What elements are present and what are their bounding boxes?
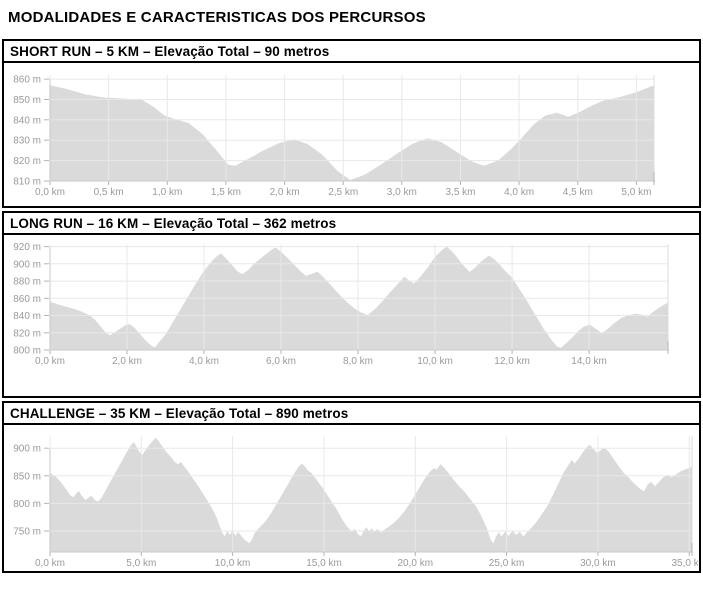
y-axis-tick-label: 830 m <box>13 136 41 147</box>
y-axis-tick-label: 860 m <box>13 75 41 86</box>
x-axis-tick-label: 35,0 km <box>672 558 698 569</box>
x-axis-tick-label: 0,5 km <box>94 187 124 198</box>
x-axis-tick-label: 0,0 km <box>35 356 65 367</box>
y-axis-tick-label: 800 m <box>13 499 41 510</box>
y-axis-tick-label: 850 m <box>13 471 41 482</box>
y-axis-tick-label: 800 m <box>13 346 41 357</box>
x-axis-tick-label: 1,0 km <box>152 187 182 198</box>
y-axis-tick-label: 920 m <box>13 242 41 253</box>
x-axis-tick-label: 14,0 km <box>571 356 607 367</box>
y-axis-tick-label: 850 m <box>13 95 41 106</box>
x-axis-tick-label: 2,5 km <box>328 187 358 198</box>
y-axis-tick-label: 750 m <box>13 527 41 538</box>
x-axis-tick-label: 30,0 km <box>580 558 616 569</box>
x-axis-tick-label: 2,0 km <box>270 187 300 198</box>
x-axis-tick-label: 10,0 km <box>417 356 453 367</box>
y-axis-tick-label: 880 m <box>13 277 41 288</box>
x-axis-tick-label: 4,0 km <box>504 187 534 198</box>
elevation-area <box>50 85 654 181</box>
x-axis-tick-label: 1,5 km <box>211 187 241 198</box>
x-axis-tick-label: 20,0 km <box>398 558 434 569</box>
section-challenge-title: CHALLENGE – 35 KM – Elevação Total – 890… <box>4 403 699 425</box>
x-axis-tick-label: 3,0 km <box>387 187 417 198</box>
elevation-area <box>50 437 692 552</box>
y-axis-tick-label: 860 m <box>13 294 41 305</box>
x-axis-tick-label: 4,0 km <box>189 356 219 367</box>
page-title: MODALIDADES E CARACTERISTICAS DOS PERCUR… <box>8 9 426 26</box>
y-axis-tick-label: 820 m <box>13 328 41 339</box>
long-run-elevation-chart: 920 m 900 m 880 m 860 m 840 m 820 m 800 m0,0 k… <box>13 242 669 367</box>
x-axis-tick-label: 25,0 km <box>489 558 525 569</box>
y-axis-tick-label: 810 m <box>13 177 41 188</box>
section-challenge: CHALLENGE – 35 KM – Elevação Total – 890… <box>2 401 701 573</box>
x-axis-tick-label: 12,0 km <box>494 356 530 367</box>
x-axis-tick-label: 10,0 km <box>215 558 251 569</box>
y-axis-tick-label: 820 m <box>13 156 41 167</box>
short-run-elevation-chart: 860 m 850 m 840 m 830 m 820 m 810 m0,0 km 0,5 … <box>13 75 655 198</box>
x-axis-tick-label: 5,0 km <box>126 558 156 569</box>
x-axis-tick-label: 0,0 km <box>35 558 65 569</box>
x-axis-tick-label: 6,0 km <box>266 356 296 367</box>
section-short-run-title: SHORT RUN – 5 KM – Elevação Total – 90 m… <box>4 41 699 63</box>
y-axis-tick-label: 900 m <box>13 259 41 270</box>
y-axis-tick-label: 900 m <box>13 444 41 455</box>
x-axis-tick-label: 5,0 km <box>621 187 651 198</box>
challenge-elevation-chart: 900 m 850 m 800 m 750 m 0,0 km 5,0 km 10,0 km 1… <box>13 436 698 569</box>
section-long-run: LONG RUN – 16 KM – Elevação Total – 362 … <box>2 211 701 398</box>
x-axis-tick-label: 8,0 km <box>343 356 373 367</box>
x-axis-tick-label: 2,0 km <box>112 356 142 367</box>
x-axis-tick-label: 0,0 km <box>35 187 65 198</box>
section-long-run-title: LONG RUN – 16 KM – Elevação Total – 362 … <box>4 213 699 235</box>
document-page: MODALIDADES E CARACTERISTICAS DOS PERCUR… <box>0 9 703 573</box>
x-axis-tick-label: 3,5 km <box>445 187 475 198</box>
y-axis-tick-label: 840 m <box>13 311 41 322</box>
x-axis-tick-label: 15,0 km <box>306 558 342 569</box>
section-short-run: SHORT RUN – 5 KM – Elevação Total – 90 m… <box>2 39 701 208</box>
y-axis-tick-label: 840 m <box>13 115 41 126</box>
x-axis-tick-label: 4,5 km <box>563 187 593 198</box>
